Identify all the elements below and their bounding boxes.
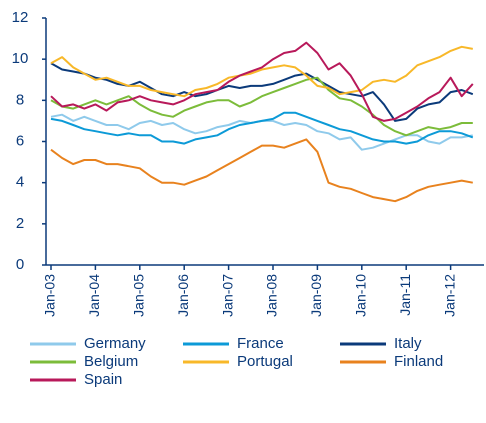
y-tick-label: 2 xyxy=(16,215,24,232)
y-tick-label: 8 xyxy=(16,91,24,108)
series-line xyxy=(50,111,474,145)
legend-label: Germany xyxy=(84,335,146,352)
legend-label: Italy xyxy=(394,335,422,352)
y-tick-label: 10 xyxy=(12,50,29,67)
series-line xyxy=(50,41,474,122)
series-line xyxy=(50,138,473,203)
legend-label: Spain xyxy=(84,371,122,388)
x-tick-label: Jan-06 xyxy=(175,274,191,317)
x-tick-label: Jan-03 xyxy=(42,274,58,317)
x-tick-label: Jan-12 xyxy=(441,274,457,317)
legend-label: Portugal xyxy=(237,353,293,370)
x-tick-label: Jan-09 xyxy=(308,274,324,317)
series-line xyxy=(50,62,474,122)
y-tick-label: 6 xyxy=(16,132,24,149)
x-tick-label: Jan-07 xyxy=(219,274,235,317)
x-tick-label: Jan-10 xyxy=(353,274,369,317)
legend-label: Finland xyxy=(394,353,443,370)
x-tick-label: Jan-08 xyxy=(264,274,280,317)
x-tick-label: Jan-05 xyxy=(131,274,147,317)
y-tick-label: 4 xyxy=(16,174,24,191)
x-tick-label: Jan-04 xyxy=(86,274,102,317)
y-tick-label: 12 xyxy=(12,9,29,26)
series-line xyxy=(50,45,473,98)
x-tick-label: Jan-11 xyxy=(397,274,413,316)
legend-label: France xyxy=(237,335,284,352)
series-line xyxy=(50,76,473,137)
legend-label: Belgium xyxy=(84,353,138,370)
y-tick-label: 0 xyxy=(16,256,24,273)
